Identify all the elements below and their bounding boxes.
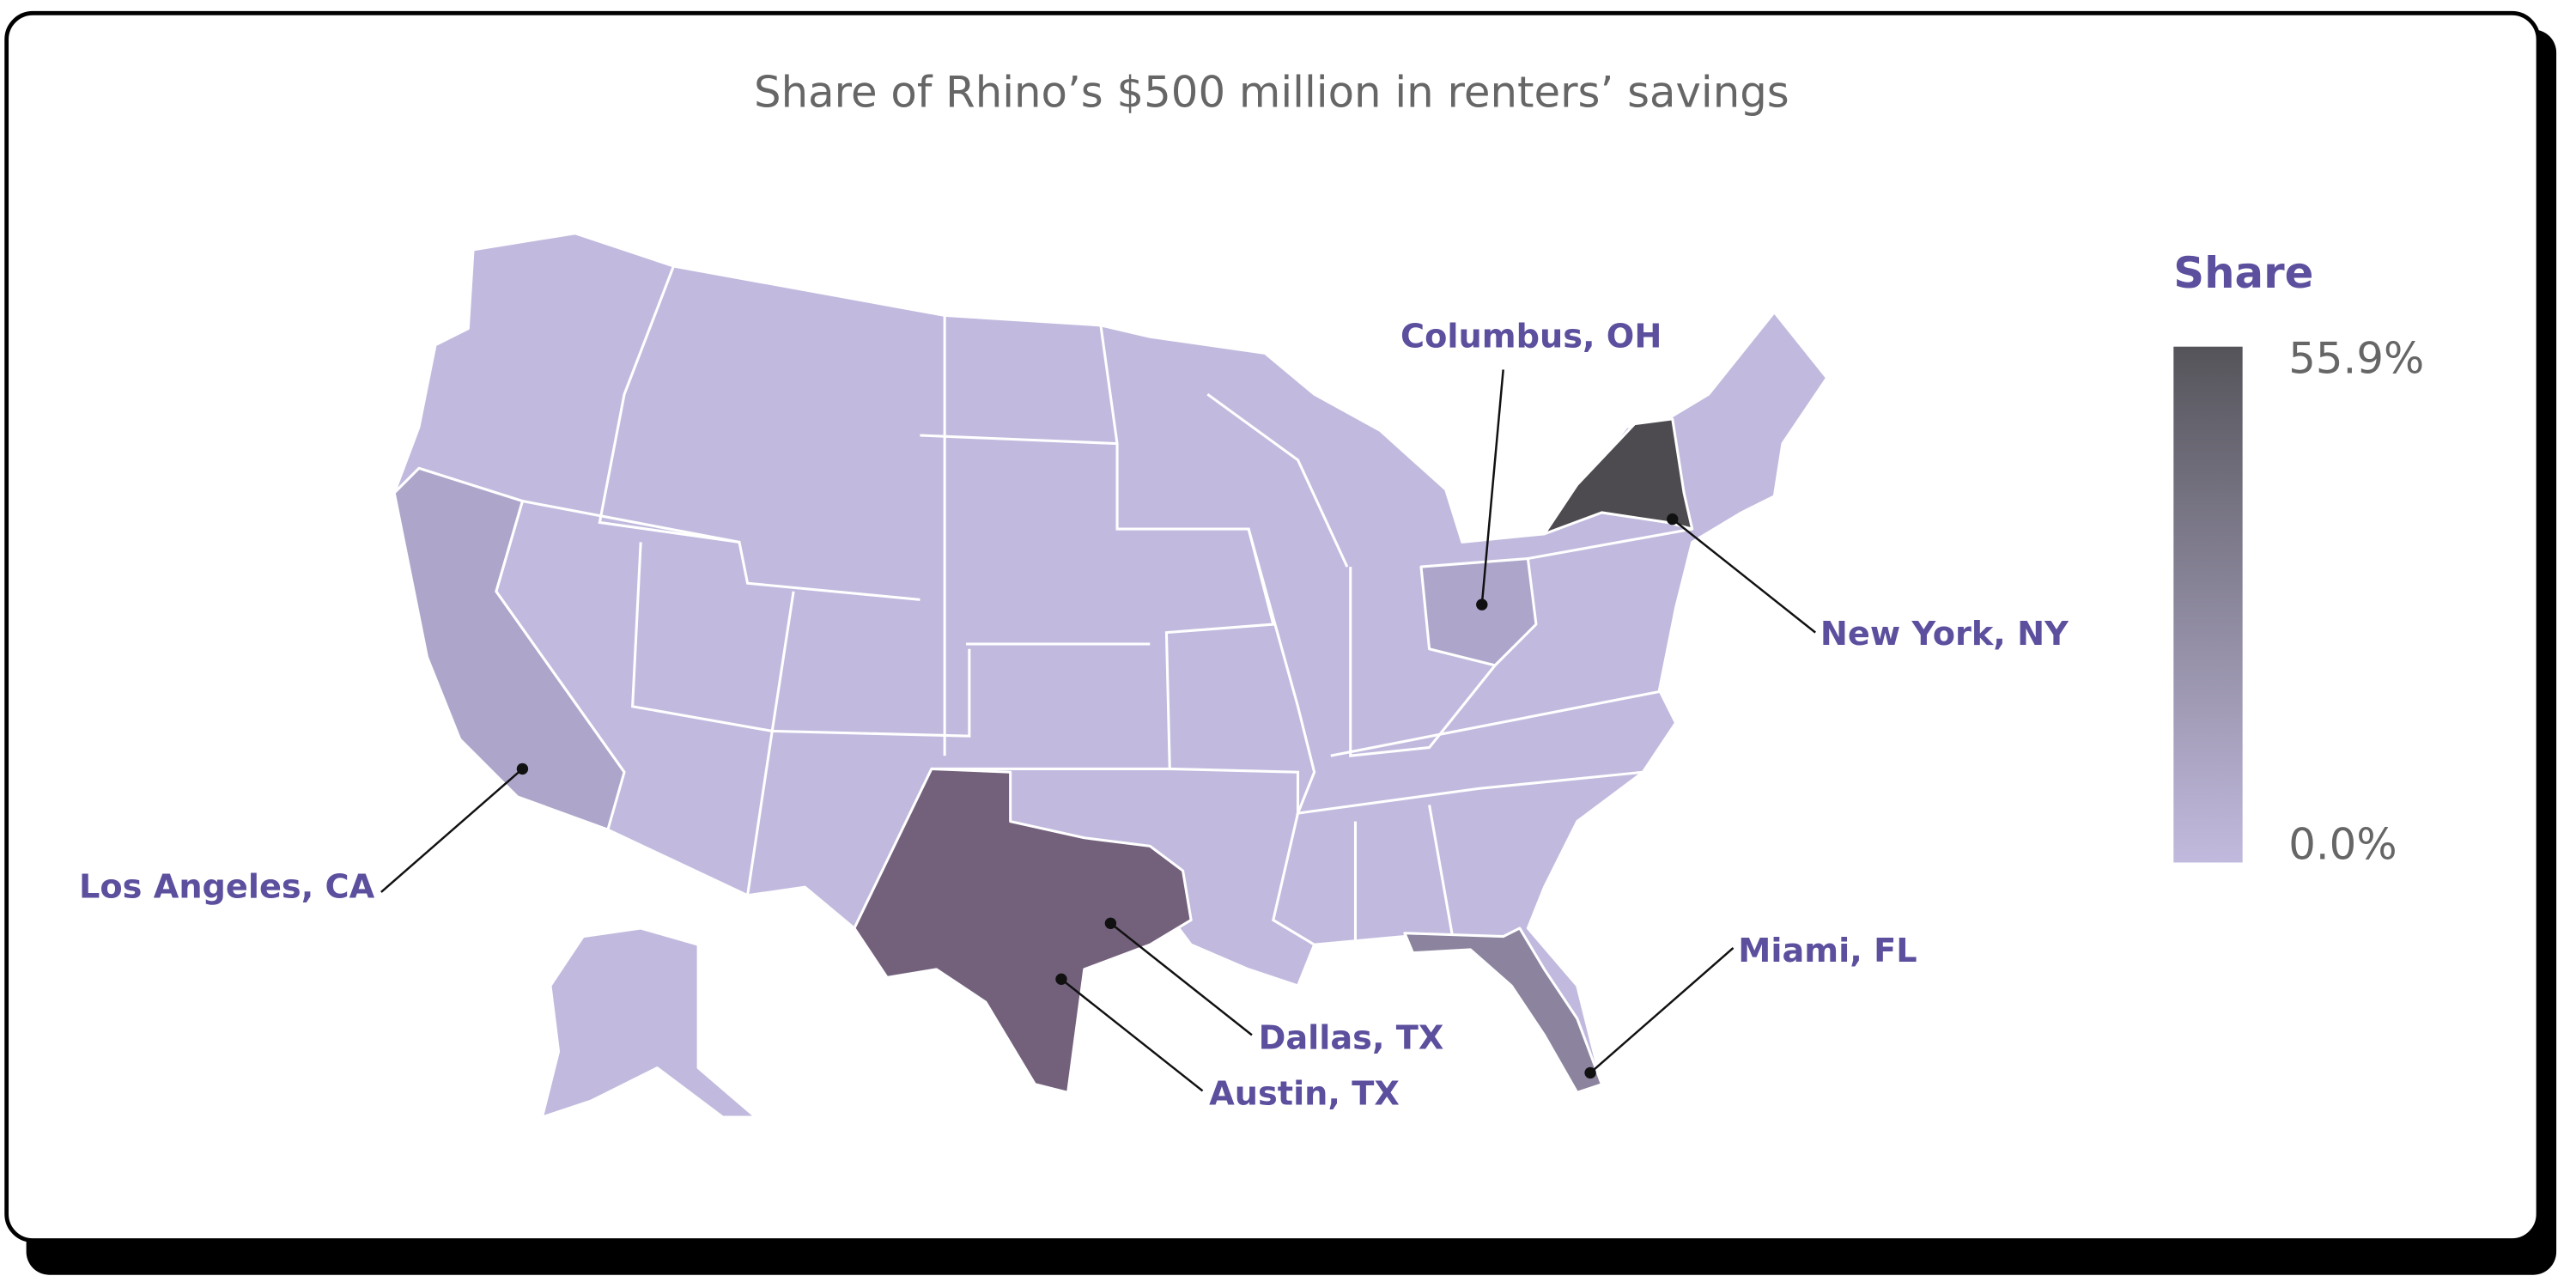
- state-border: [1353, 805, 1456, 946]
- state-border: [770, 591, 971, 738]
- state-border: [1528, 527, 1692, 561]
- city-dot: [1104, 917, 1117, 929]
- state-border: [598, 265, 920, 601]
- lower-48: [392, 232, 1829, 1094]
- canvas: Share of Rhino’s $500 million in renters…: [4, 10, 2557, 1275]
- leader-line: [380, 768, 524, 893]
- callouts: Columbus, OH New York, NY Los Angeles, C…: [79, 318, 2069, 1114]
- legend-color-bar: [2173, 346, 2243, 863]
- state-alaska: [540, 927, 757, 1119]
- callout-label: New York, NY: [1820, 615, 2069, 653]
- legend-tick-label: 55.9%: [2288, 333, 2424, 383]
- state-border: [522, 500, 740, 544]
- state-border: [1206, 392, 1349, 568]
- state-california: [392, 466, 626, 831]
- city-dot: [1055, 973, 1067, 986]
- state-new-york: [1542, 417, 1694, 536]
- map-title: Share of Rhino’s $500 million in renters…: [754, 67, 1789, 117]
- legend-title: Share: [2173, 248, 2313, 298]
- leader-line: [1589, 947, 1735, 1074]
- city-dot: [1476, 598, 1488, 611]
- leader-line: [1109, 922, 1253, 1036]
- leader-line: [1480, 369, 1504, 605]
- state-border: [631, 542, 774, 896]
- legend: Share 55.9% 0.0%: [2173, 248, 2424, 870]
- callout-label: Miami, FL: [1738, 932, 1917, 970]
- callout-label: Dallas, TX: [1259, 1019, 1444, 1058]
- callout-label: Austin, TX: [1209, 1075, 1400, 1114]
- city-dot: [516, 762, 529, 775]
- state-border: [1349, 567, 1497, 757]
- state-border: [1247, 528, 1643, 815]
- leader-line: [1671, 518, 1816, 634]
- state-ohio: [1419, 556, 1538, 667]
- state-texas: [853, 767, 1193, 1094]
- callout-label: Columbus, OH: [1400, 318, 1662, 356]
- leader-line: [1060, 978, 1204, 1092]
- state-border: [1170, 767, 1315, 946]
- state-florida: [1403, 927, 1603, 1094]
- city-dot: [1584, 1066, 1596, 1079]
- legend-tick-label: 0.0%: [2288, 820, 2397, 870]
- state-border: [1330, 689, 1668, 757]
- us-map: [392, 232, 1829, 1119]
- state-border: [1099, 325, 1119, 444]
- city-dot: [1667, 513, 1679, 526]
- callout-label: Los Angeles, CA: [79, 868, 375, 907]
